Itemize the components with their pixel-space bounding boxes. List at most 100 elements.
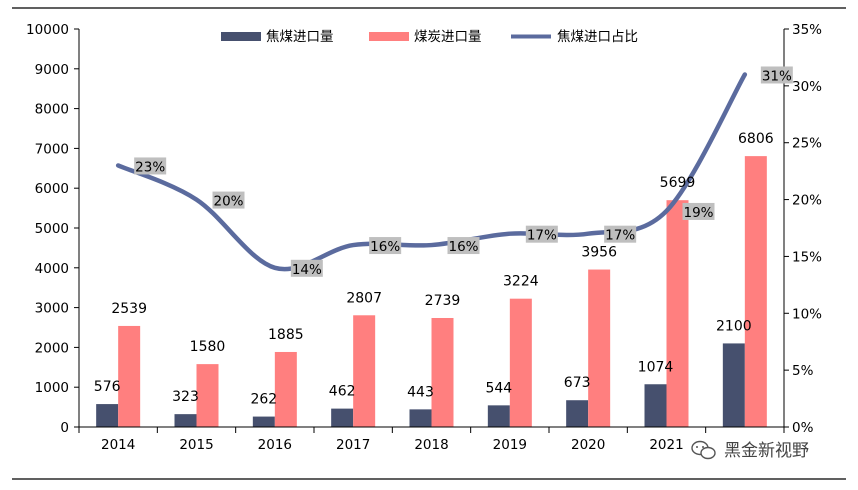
coke-import-bar	[722, 343, 745, 427]
right-tick-label: 20%	[792, 193, 822, 209]
coal-import-bar	[744, 156, 767, 427]
coal-import-bar	[196, 364, 219, 427]
coke-ratio-label-text: 14%	[292, 262, 322, 278]
bars-layer	[96, 156, 767, 427]
coke-ratio-label-bg	[525, 225, 558, 243]
left-tick-label: 7000	[35, 141, 69, 157]
coal-import-bar	[353, 315, 376, 427]
category-label: 2020	[571, 437, 605, 453]
coke-ratio-label-text: 19%	[683, 205, 713, 221]
left-tick-label: 0	[60, 420, 69, 436]
labels-layer: 576 323 262 462 443 544 673 1074 2100 2539 1580 188…	[94, 66, 793, 408]
coke-import-bar	[252, 416, 275, 427]
legend-swatch-coal	[369, 32, 409, 41]
coke-ratio-label-bg	[290, 259, 323, 277]
left-tick-label: 1000	[35, 380, 69, 396]
coke-ratio-label-bg	[604, 225, 637, 243]
coke-ratio-label-text: 23%	[135, 159, 165, 175]
coke-import-bar	[331, 408, 354, 427]
coal-import-value-label: 5699	[660, 175, 696, 191]
coke-import-bar	[409, 409, 432, 427]
coke-ratio-label: 20%	[212, 191, 245, 210]
category-label: 2021	[649, 437, 683, 453]
coke-import-value-label: 576	[94, 379, 121, 395]
coke-ratio-label-text: 20%	[213, 194, 243, 210]
coal-import-value-label: 1885	[268, 327, 304, 343]
watermark: 黑金新视野	[691, 440, 809, 461]
coal-import-value-label: 6806	[738, 131, 774, 147]
coke-ratio-label-text: 31%	[762, 68, 792, 84]
coke-ratio-label-text: 17%	[527, 228, 557, 244]
coal-import-value-label: 1580	[190, 339, 226, 355]
coke-import-value-label: 443	[407, 384, 434, 400]
coke-ratio-label: 16%	[447, 237, 480, 255]
category-label: 2018	[414, 437, 448, 453]
left-tick-label: 9000	[35, 62, 69, 78]
coke-import-value-label: 1074	[638, 359, 674, 375]
coal-import-bar	[118, 325, 141, 427]
right-tick-label: 25%	[792, 136, 822, 152]
coal-import-value-label: 2739	[425, 293, 461, 309]
right-tick-label: 0%	[792, 420, 814, 436]
coke-import-value-label: 462	[329, 384, 356, 400]
left-tick-label: 3000	[35, 301, 69, 317]
coke-import-bar	[566, 400, 589, 427]
right-tick-label: 5%	[792, 363, 814, 379]
coke-ratio-label: 17%	[525, 225, 558, 244]
left-tick-label: 6000	[35, 181, 69, 197]
line-layer	[115, 72, 748, 272]
coke-import-bar	[174, 414, 197, 427]
coke-import-value-label: 673	[564, 375, 591, 391]
coke-import-value-label: 323	[172, 389, 199, 405]
coke-import-bar	[644, 384, 667, 427]
legend-label-ratio: 焦煤进口占比	[557, 29, 638, 45]
category-label: 2017	[336, 437, 370, 453]
coke-import-value-label: 262	[250, 392, 277, 408]
category-label: 2014	[101, 437, 135, 453]
coal-import-value-label: 3956	[581, 245, 617, 261]
watermark-text: 黑金新视野	[724, 441, 809, 461]
right-tick-label: 10%	[792, 306, 822, 322]
left-tick-label: 4000	[35, 261, 69, 277]
frame-layer	[12, 7, 846, 480]
coke-ratio-label: 19%	[682, 202, 715, 221]
legend-label-coal: 煤炭进口量	[414, 29, 482, 45]
left-tick-label: 2000	[35, 340, 69, 356]
category-label: 2015	[179, 437, 213, 453]
axis-layer: 0 1000 2000 3000 4000 5000 6000 7000 8000 9000 100…	[26, 22, 822, 453]
coke-ratio-label-text: 16%	[448, 239, 478, 255]
coke-ratio-label: 16%	[369, 237, 402, 255]
left-tick-label: 5000	[35, 221, 69, 237]
coke-ratio-label-text: 16%	[370, 239, 400, 255]
coke-ratio-label-bg	[760, 66, 793, 84]
coke-ratio-label: 17%	[604, 225, 637, 244]
coke-import-value-label: 2100	[716, 318, 752, 334]
coke-ratio-label-text: 17%	[605, 228, 635, 244]
chart-legend: 焦煤进口量 煤炭进口量 焦煤进口占比	[221, 29, 638, 45]
coke-ratio-label-bg	[682, 202, 715, 220]
coke-ratio-label: 14%	[290, 259, 323, 278]
coal-import-bar	[274, 351, 297, 427]
coal-import-value-label: 2807	[346, 290, 382, 306]
left-tick-label: 8000	[35, 102, 69, 118]
left-tick-label: 10000	[26, 22, 69, 38]
coke-import-bar	[96, 404, 119, 427]
coke-ratio-label: 23%	[134, 157, 167, 175]
right-tick-label: 30%	[792, 79, 822, 95]
legend-label-coke: 焦煤进口量	[266, 29, 334, 45]
legend-swatch-coke	[221, 32, 261, 41]
wechat-icon	[691, 440, 716, 460]
coke-ratio-label-bg	[369, 237, 402, 255]
coal-import-bar	[666, 200, 689, 427]
category-label: 2019	[493, 437, 527, 453]
coke-ratio-label: 31%	[760, 66, 793, 84]
coke-ratio-line	[115, 72, 748, 272]
coke-ratio-label-bg	[447, 237, 480, 255]
coke-import-bar	[487, 405, 510, 427]
right-tick-label: 35%	[792, 22, 822, 38]
coal-import-bar	[431, 317, 454, 427]
coal-import-bar	[509, 298, 532, 427]
coke-ratio-label-bg	[212, 191, 245, 209]
